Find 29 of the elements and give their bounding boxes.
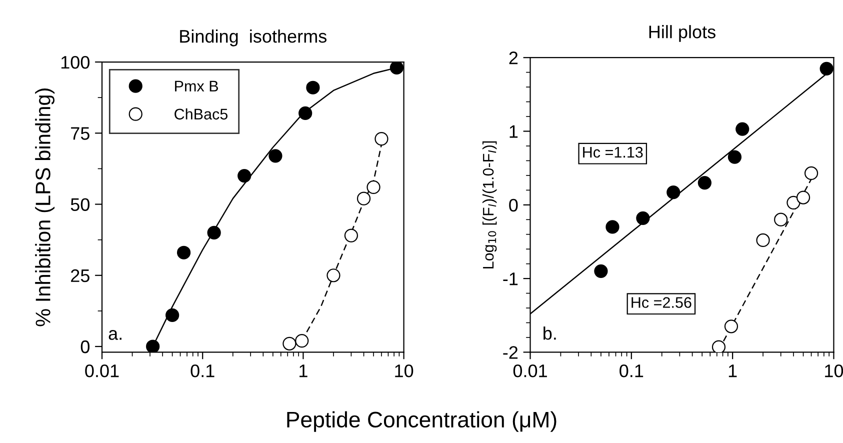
chart-title: Binding isotherms: [180, 29, 327, 46]
chart-title: Hill plots: [649, 25, 716, 42]
annotation: Hc =2.56: [632, 297, 692, 308]
x-tick-label: 10: [825, 364, 843, 378]
x-tick-label: 0.01: [85, 364, 119, 378]
legend-label: ChBac5: [174, 108, 228, 120]
y-tick-label: 50: [70, 198, 90, 211]
y-tick-label: 1: [510, 125, 518, 138]
annotation: Hc =1.13: [583, 146, 643, 158]
annotation: a.: [108, 330, 122, 340]
x-tick-label: 0.1: [190, 364, 214, 378]
y-tick-label: 100: [61, 56, 90, 69]
y-tick-label: 25: [71, 269, 90, 282]
x-tick-label: 0.01: [513, 364, 547, 378]
annotation: b.: [544, 326, 556, 340]
y-tick-label: 0: [509, 198, 518, 212]
x-tick-label: 1: [300, 364, 308, 378]
y-tick-label: -1: [503, 272, 518, 286]
y-tick-label: 75: [71, 127, 90, 140]
x-tick-label: 10: [395, 364, 414, 378]
x-axis-title: Peptide Concentration (μM): [287, 411, 556, 432]
x-tick-label: 1: [728, 364, 737, 378]
x-tick-label: 0.1: [620, 364, 644, 378]
y-axis-title: % Inhibition (LPS binding): [35, 88, 55, 326]
y-tick-label: 0: [80, 340, 90, 354]
y-axis-title: Log$_{10}$ [(F$_{I}$)/(1.0-F$_{I}$)]: [482, 141, 497, 268]
legend-label: Pmx B: [175, 80, 218, 92]
y-tick-label: 2: [509, 52, 518, 64]
y-tick-label: -2: [503, 346, 518, 359]
